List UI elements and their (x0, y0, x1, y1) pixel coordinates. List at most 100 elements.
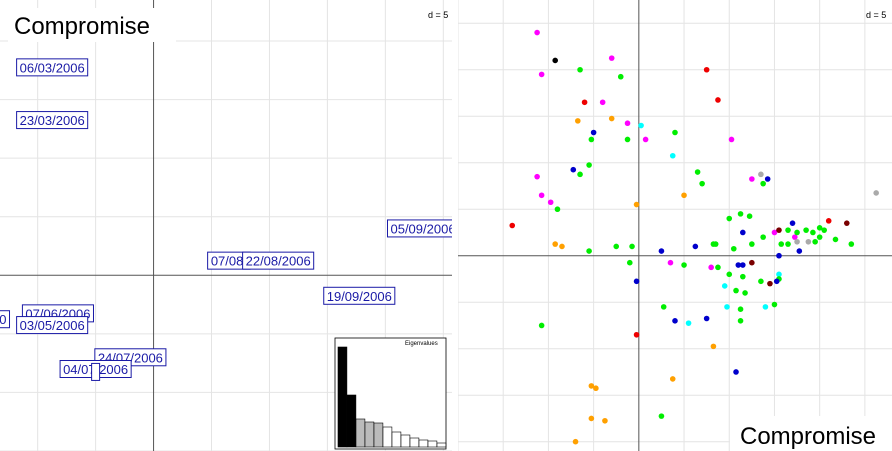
observation-point (733, 369, 739, 375)
observation-point (672, 129, 678, 136)
observation-point (758, 278, 764, 285)
observation-point (740, 273, 746, 280)
observation-point (694, 169, 701, 175)
observation-point (848, 241, 855, 247)
date-label-box (91, 362, 101, 381)
observation-point (742, 290, 748, 296)
observation-point (588, 415, 595, 422)
left-axes (0, 0, 452, 451)
right-axes (458, 0, 892, 451)
observation-point (586, 248, 592, 254)
observation-point (733, 287, 739, 294)
observation-point (816, 225, 823, 231)
observation-point (810, 229, 816, 236)
observation-point (669, 152, 676, 159)
observation-point (821, 227, 827, 233)
observation-point (577, 66, 583, 73)
observation-point (776, 252, 782, 259)
eigenvalue-bar (364, 421, 375, 448)
observation-point (796, 248, 803, 254)
eigenvalue-bar (382, 426, 393, 448)
observation-point (760, 234, 766, 240)
observation-point (767, 280, 773, 287)
date-label: 03/05/2006 (16, 316, 89, 335)
observation-point (575, 118, 581, 124)
observation-point (581, 99, 588, 106)
date-label-box (323, 286, 396, 305)
observation-point (832, 236, 839, 243)
observation-point (590, 129, 597, 136)
observation-point (778, 241, 785, 247)
observation-point (749, 259, 755, 266)
date-label-box (16, 111, 89, 130)
observation-point (816, 234, 823, 240)
eigenvalue-bar (409, 437, 420, 448)
date-label-text: 19/09/2006 (327, 289, 392, 304)
right-title-background (730, 416, 892, 451)
observation-point (685, 320, 692, 326)
observation-point (638, 122, 644, 129)
right-panel-compromise-observations: d = 5 Compromise (458, 0, 892, 451)
date-label-box (386, 219, 452, 238)
observation-point (633, 331, 640, 338)
observation-point (785, 227, 791, 233)
observation-point (703, 315, 710, 322)
right-points (509, 29, 879, 445)
observation-point (785, 241, 791, 247)
observation-point (737, 318, 744, 324)
observation-point (593, 385, 599, 392)
date-label-text: 06/03/2006 (20, 60, 85, 75)
left-grid (0, 0, 452, 451)
date-label: 23/03/2006 (16, 111, 89, 130)
observation-point (740, 229, 746, 236)
observation-point (794, 238, 800, 245)
observation-point (633, 201, 640, 208)
date-label-text: 07/08/ (211, 254, 248, 269)
observation-point (812, 238, 818, 245)
observation-point (726, 215, 733, 222)
observation-point (608, 115, 615, 122)
eigenvalue-bar (391, 431, 402, 448)
observation-point (794, 229, 800, 236)
observation-point (624, 120, 631, 127)
observation-point (764, 176, 771, 182)
observation-point (703, 66, 710, 73)
eigenvalue-bar (436, 442, 447, 448)
observation-point (547, 199, 554, 206)
observation-point (710, 343, 717, 350)
left-scatter-chart: 06/03/2006 23/03/2006 05/09/2006 07/08/22/0… (0, 0, 452, 451)
eigenvalues-inset: Eigenvalues (334, 337, 447, 450)
observation-point (552, 57, 558, 64)
observation-point (715, 97, 721, 103)
eigenvalue-bar (427, 440, 438, 448)
eigenvalue-bar (337, 346, 348, 448)
left-title: Compromise (14, 13, 150, 40)
observation-point (552, 241, 558, 247)
observation-point (773, 278, 780, 285)
observation-point (776, 271, 782, 278)
date-label-box (0, 310, 11, 329)
observation-point (660, 304, 667, 310)
observation-point (681, 262, 687, 268)
eigenvalues-title: Eigenvalues (405, 341, 438, 347)
observation-point (559, 243, 565, 250)
date-label: 05/09/2006 (386, 219, 452, 238)
observation-point (554, 206, 561, 213)
eigenvalue-bar (400, 434, 411, 448)
observation-point (776, 227, 782, 233)
observation-point (735, 262, 742, 268)
observation-point (730, 245, 737, 252)
eigenvalue-bar (418, 439, 429, 448)
observation-point (746, 213, 753, 220)
observation-point (602, 417, 608, 424)
observation-point (570, 166, 577, 173)
date-label-text: 05/09/2006 (390, 221, 452, 236)
observation-point (626, 259, 633, 266)
observation-point (509, 222, 516, 229)
observation-point (710, 241, 717, 247)
observation-point (599, 99, 606, 106)
observation-point (803, 227, 809, 233)
observation-point (724, 304, 730, 310)
eigenvalue-bar (373, 422, 384, 448)
date-label-box (16, 316, 89, 335)
